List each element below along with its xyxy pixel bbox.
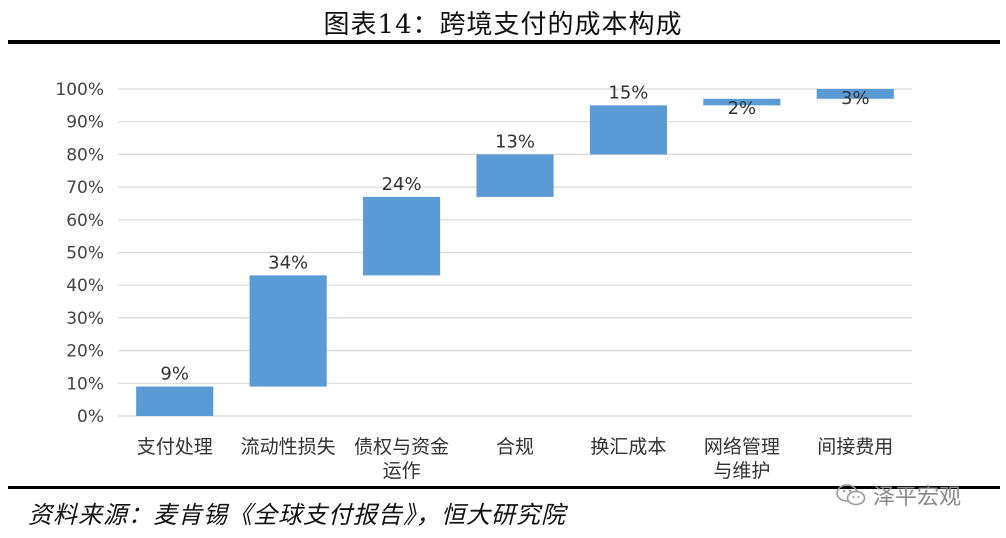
y-tick-label: 10% bbox=[66, 374, 104, 394]
figure-title: 图表14：跨境支付的成本构成 bbox=[323, 10, 683, 40]
data-label: 24% bbox=[382, 174, 422, 195]
category-label: 网络管理 bbox=[704, 436, 780, 458]
watermark: 泽平宏观 bbox=[835, 480, 961, 510]
y-tick-label: 40% bbox=[66, 276, 104, 296]
bar bbox=[816, 89, 894, 99]
bar bbox=[363, 196, 441, 276]
bottom-rule bbox=[8, 486, 1000, 489]
waterfall-chart: 0% 10% 20% 30% 40% 50% 60% 70% 80% 90% 100% 9% 34% 2… bbox=[55, 80, 912, 480]
y-tick-label: 0% bbox=[77, 407, 104, 427]
category-label: 债权与资金 bbox=[354, 436, 449, 458]
data-label: 3% bbox=[841, 88, 870, 109]
top-rule bbox=[8, 40, 1000, 44]
category-label: 与维护 bbox=[713, 460, 770, 480]
y-tick-label: 20% bbox=[66, 342, 104, 362]
data-label: 2% bbox=[728, 98, 757, 119]
data-label: 13% bbox=[495, 131, 535, 152]
bar bbox=[249, 275, 327, 387]
wechat-icon bbox=[836, 484, 866, 506]
data-label: 9% bbox=[160, 364, 189, 385]
category-label: 间接费用 bbox=[817, 436, 893, 458]
y-tick-label: 60% bbox=[66, 211, 104, 231]
category-label: 支付处理 bbox=[137, 436, 213, 458]
y-tick-label: 70% bbox=[66, 178, 104, 198]
category-label: 流动性损失 bbox=[241, 436, 336, 458]
source-note: 资料来源：麦肯锡《全球支付报告》，恒大研究院 bbox=[28, 501, 566, 529]
y-tick-label: 80% bbox=[66, 145, 104, 165]
bar bbox=[476, 154, 554, 197]
watermark-text: 泽平宏观 bbox=[873, 485, 962, 510]
data-label: 34% bbox=[268, 252, 308, 273]
data-label: 15% bbox=[608, 82, 648, 103]
y-axis-ticks: 0% 10% 20% 30% 40% 50% 60% 70% 80% 90% 100% bbox=[55, 80, 104, 427]
category-label: 合规 bbox=[496, 436, 534, 458]
category-label: 运作 bbox=[383, 460, 421, 480]
bar bbox=[589, 105, 667, 155]
bar bbox=[703, 98, 781, 106]
y-tick-label: 50% bbox=[66, 244, 104, 264]
y-tick-label: 30% bbox=[66, 309, 104, 329]
bars bbox=[136, 89, 894, 416]
data-labels: 9% 34% 24% 13% 15% 2% 3% bbox=[160, 82, 869, 384]
y-tick-label: 90% bbox=[66, 113, 104, 133]
y-tick-label: 100% bbox=[55, 80, 104, 100]
bar bbox=[136, 386, 214, 416]
category-label: 换汇成本 bbox=[590, 436, 666, 458]
